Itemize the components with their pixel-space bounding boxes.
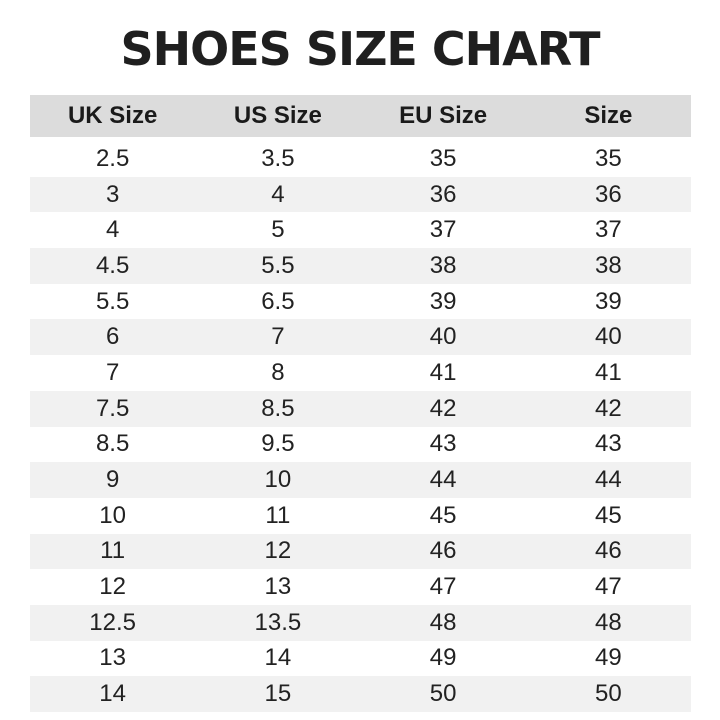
table-cell: 37 [595,216,622,244]
table-cell: 40 [360,319,526,356]
table-cell: 46 [360,533,526,570]
table-cell: 8 [271,358,285,386]
table-cell: 14 [30,676,196,712]
table-row: 7 8 41 41 [30,355,691,391]
header-uk-size: UK Size [30,95,196,137]
table-cell: 11 [265,501,291,529]
table-row: 13 14 49 49 [30,641,691,677]
table-row: 3 4 36 36 [30,176,691,213]
table-cell: 12.5 [30,604,196,641]
table-row: 4 5 37 37 [30,212,691,248]
table-cell: 11 [30,533,196,570]
table-row: 2.5 3.5 35 35 [30,141,691,177]
table-row: 8.5 9.5 43 43 [30,427,691,463]
table-cell: 10 [195,462,361,498]
page-title: SHOES SIZE CHART [120,22,601,76]
table-cell: 48 [360,604,526,641]
table-cell: 47 [595,573,622,601]
table-cell: 38 [525,248,691,284]
table-cell: 50 [360,676,526,712]
table-row: 14 15 50 50 [30,676,691,712]
table-cell: 2.5 [95,144,130,172]
table-cell: 9.5 [261,430,295,458]
table-cell: 36 [360,176,526,213]
table-cell: 42 [360,390,526,427]
table-cell: 10 [99,501,126,529]
header-us-size: US Size [195,95,361,137]
table-cell: 39 [595,287,622,315]
table-cell: 41 [429,358,457,386]
table-cell: 4 [195,176,361,213]
table-cell: 7 [195,319,361,356]
table-cell: 5.5 [95,287,130,315]
table-cell: 36 [525,176,691,213]
table-cell: 4 [105,216,120,244]
table-cell: 8.5 [195,390,361,427]
table-cell: 45 [595,501,622,529]
table-cell: 43 [429,430,457,458]
table-cell: 37 [429,216,457,244]
table-cell: 5 [271,216,285,244]
table-cell: 40 [525,319,691,356]
table-cell: 6 [30,319,196,356]
table-cell: 7.5 [30,390,196,427]
table-row: 7.5 8.5 42 42 [30,390,691,427]
table-cell: 12 [195,533,361,570]
table-row: 6 7 40 40 [30,319,691,356]
table-cell: 13 [264,573,292,601]
table-cell: 3 [30,176,196,213]
table-cell: 46 [525,533,691,570]
table-cell: 47 [429,573,457,601]
table-row: 11 12 46 46 [30,533,691,570]
table-cell: 3.5 [261,144,295,172]
table-cell: 5.5 [195,248,361,284]
size-chart-table: UK Size US Size EU Size Size 2.5 3.5 35 35 3… [30,95,691,712]
table-cell: 44 [360,462,526,498]
table-cell: 45 [429,501,457,529]
table-cell: 35 [429,144,457,172]
table-cell: 42 [525,390,691,427]
table-cell: 48 [525,604,691,641]
table-cell: 35 [595,144,622,172]
table-row: 12.5 13.5 48 48 [30,604,691,641]
table-row: 5.5 6.5 39 39 [30,284,691,320]
header-row: UK Size US Size EU Size Size [30,95,691,137]
table-row: 12 13 47 47 [30,569,691,605]
table-cell: 49 [429,644,457,672]
table-cell: 9 [30,462,196,498]
table-cell: 39 [429,287,457,315]
table-cell: 14 [264,644,292,672]
header-eu-size: EU Size [360,95,526,137]
table-cell: 8.5 [95,430,130,458]
table-cell: 7 [105,358,120,386]
table-cell: 13.5 [195,604,361,641]
table-cell: 43 [595,430,622,458]
table-cell: 41 [595,358,622,386]
table-row: 9 10 44 44 [30,462,691,498]
table-row: 4.5 5.5 38 38 [30,248,691,284]
table-cell: 38 [360,248,526,284]
table-cell: 50 [525,676,691,712]
table-cell: 13 [99,644,126,672]
table-cell: 6.5 [261,287,295,315]
header-size: Size [525,95,691,137]
table-row: 10 11 45 45 [30,498,691,534]
table-cell: 12 [99,573,126,601]
table-cell: 15 [195,676,361,712]
table-cell: 49 [595,644,622,672]
table-cell: 4.5 [30,248,196,284]
table-cell: 44 [525,462,691,498]
